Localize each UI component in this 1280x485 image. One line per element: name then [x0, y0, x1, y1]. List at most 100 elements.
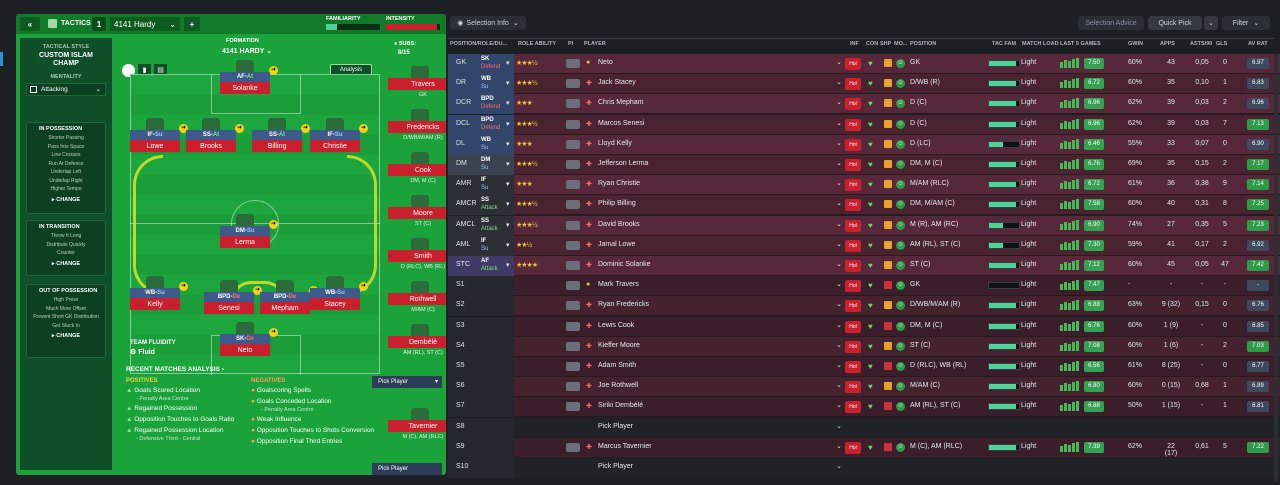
- table-header-cell[interactable]: INF: [850, 41, 859, 47]
- position-cell[interactable]: S8: [448, 417, 514, 438]
- role-duty[interactable]: BPD Defend: [476, 95, 514, 113]
- position-cell[interactable]: S7: [448, 397, 514, 418]
- sub-player[interactable]: Moore: [388, 207, 446, 219]
- role-duty[interactable]: IF Su: [476, 176, 514, 194]
- player-card[interactable]: AF - At Solanke ➜: [220, 60, 278, 102]
- role-duty[interactable]: SS Attack: [476, 217, 514, 235]
- table-row[interactable]: S2 ✚ Ryan Fredericks ⌄ Hol ♥ ☺ D/WB/M/AM (R) Lig…: [448, 296, 1280, 317]
- table-row[interactable]: DM DM Su ▾ ★★★½ ✚ Jefferson Lerma ⌄ Hol ♥ ☺ DM, M (…: [448, 155, 1280, 175]
- chevron-down-icon[interactable]: ⌄: [836, 362, 842, 369]
- table-row[interactable]: DR WB Su ▾ ★★★½ ✚ Jack Stacey ⌄ Hol ♥ ☺ D/WB (R) Lig…: [448, 74, 1280, 95]
- tactical-style-value[interactable]: CUSTOM ISLAM CHAMP: [39, 52, 93, 67]
- player-card[interactable]: SK - De Neto ➜: [220, 322, 278, 364]
- table-row[interactable]: S3 ✚ Lewis Cook ⌄ Hol ♥ ☺ DM, M (C) Light 6.76 60%…: [448, 316, 1280, 337]
- player-name[interactable]: Pick Player: [598, 422, 634, 430]
- table-header-cell[interactable]: LAST 5 GAMES: [1060, 41, 1101, 47]
- table-row[interactable]: GK SK Defend ▾ ★★★½ ● Neto ⌄ Hol ♥ ☺ GK Light 7.50 60%…: [448, 54, 1280, 74]
- position-cell[interactable]: AMR IF Su ▾: [448, 175, 514, 196]
- player-arrow-icon[interactable]: ➜: [269, 328, 278, 337]
- player-name[interactable]: Kieffer Moore: [598, 341, 640, 349]
- table-header-cell[interactable]: POSITION/ROLE/DU...: [450, 41, 508, 47]
- player-card[interactable]: WB - Su Stacey ➜: [310, 276, 368, 318]
- instructions-icon[interactable]: [566, 301, 580, 311]
- table-header-cell[interactable]: ASTS/90: [1190, 41, 1213, 47]
- player-view-icon[interactable]: [122, 64, 135, 77]
- position-cell[interactable]: AMCL SS Attack ▾: [448, 215, 514, 236]
- player-name[interactable]: Ryan Christie: [598, 180, 641, 188]
- position-cell[interactable]: STC AF Attack ▾: [448, 256, 514, 276]
- player-name[interactable]: David Brooks: [598, 220, 640, 228]
- position-cell[interactable]: DCR BPD Defend ▾: [448, 94, 514, 115]
- instructions-view-icon[interactable]: ▤: [154, 64, 167, 77]
- position-cell[interactable]: DCL BPD Defend ▾: [448, 114, 514, 135]
- formation-value[interactable]: 4141 HARDY ⌄: [222, 47, 272, 55]
- player-name[interactable]: Siriki Dembélé: [598, 402, 644, 410]
- in-possession-change-button[interactable]: ▸ CHANGE: [51, 196, 81, 203]
- player-card[interactable]: SS - At Billing ➜: [252, 118, 310, 160]
- chevron-down-icon[interactable]: ⌄: [836, 139, 842, 147]
- position-cell[interactable]: S2: [448, 296, 514, 317]
- table-row[interactable]: S5 ✚ Adam Smith ⌄ Hol ♥ ☺ D (RLC), WB (RL) Light…: [448, 357, 1280, 377]
- selection-info-button[interactable]: ◉ Selection Info ⌄: [450, 16, 526, 30]
- player-card[interactable]: DM - Su Lerma ➜: [220, 214, 278, 256]
- player-arrow-icon[interactable]: ➜: [269, 66, 278, 75]
- sub-player[interactable]: Rothwell: [388, 293, 446, 305]
- table-row[interactable]: S8 Pick Player ⌄: [448, 417, 1280, 438]
- position-cell[interactable]: DM DM Su ▾: [448, 155, 514, 175]
- chevron-down-icon[interactable]: ⌄: [836, 281, 842, 289]
- pick-player-select-bottom[interactable]: Pick Player: [372, 463, 442, 475]
- instructions-icon[interactable]: [566, 119, 580, 129]
- chevron-down-icon[interactable]: ⌄: [836, 59, 842, 66]
- player-name[interactable]: Marcos Senesi: [598, 119, 645, 127]
- table-header-cell[interactable]: PI: [568, 41, 574, 47]
- table-row[interactable]: S9 ✚ Marcus Tavernier ⌄ Hol ♥ ☺ M (C), AM (RLC)…: [448, 437, 1280, 458]
- chevron-down-icon[interactable]: ⌄: [836, 301, 842, 309]
- in-transition-change-button[interactable]: ▸ CHANGE: [51, 260, 81, 267]
- tactic-slot-1[interactable]: 1: [92, 17, 106, 31]
- table-header-cell[interactable]: POSITION: [910, 41, 937, 47]
- role-duty[interactable]: DM Su: [476, 156, 514, 174]
- instructions-icon[interactable]: [566, 362, 580, 371]
- table-row[interactable]: S1 ● Mark Travers ⌄ Hol ♥ ☺ GK Light 7.47 - - - - -: [448, 276, 1280, 297]
- add-tactic-button[interactable]: +: [184, 17, 200, 31]
- table-header-cell[interactable]: PLAYER: [584, 41, 606, 47]
- table-row[interactable]: S6 ✚ Joe Rothwell ⌄ Hol ♥ ☺ M/AM (C) Light 6.80 60…: [448, 377, 1280, 398]
- instructions-icon[interactable]: [566, 281, 580, 291]
- player-name[interactable]: Chris Mepham: [598, 99, 644, 107]
- chevron-down-icon[interactable]: ⌄: [836, 261, 842, 268]
- position-cell[interactable]: S5: [448, 357, 514, 377]
- position-cell[interactable]: AMCR SS Attack ▾: [448, 195, 514, 216]
- position-cell[interactable]: DL WB Su ▾: [448, 134, 514, 155]
- table-row[interactable]: S4 ✚ Kieffer Moore ⌄ Hol ♥ ☺ ST (C) Light 7.08 60%…: [448, 336, 1280, 357]
- pick-player-select[interactable]: Pick Player ▾: [372, 376, 442, 388]
- table-header-cell[interactable]: ROLE ABILITY: [518, 41, 556, 47]
- collapse-button[interactable]: «: [20, 17, 40, 31]
- recent-matches-link[interactable]: RECENT MATCHES ANALYSIS ›: [126, 366, 224, 373]
- player-name[interactable]: Jefferson Lerma: [598, 160, 649, 167]
- player-name[interactable]: Philip Billing: [598, 200, 636, 208]
- player-card[interactable]: WB - Su Kelly ➜: [130, 276, 188, 318]
- player-name[interactable]: Ryan Fredericks: [598, 301, 649, 309]
- role-duty[interactable]: WB Su: [476, 75, 514, 93]
- chevron-down-icon[interactable]: ⌄: [836, 119, 842, 127]
- chevron-down-icon[interactable]: ⌄: [836, 99, 842, 107]
- mentality-select[interactable]: Attacking ⌄: [26, 83, 106, 96]
- player-name[interactable]: Lewis Cook: [598, 321, 635, 329]
- formation-select[interactable]: 4141 Hardy ⌄: [110, 17, 180, 31]
- selection-advice-button[interactable]: Selection Advice: [1078, 16, 1144, 30]
- position-cell[interactable]: S1: [448, 276, 514, 297]
- table-row[interactable]: DL WB Su ▾ ★★★ ✚ Lloyd Kelly ⌄ Hol ♥ ☺ D (LC) Light 6…: [448, 134, 1280, 155]
- instructions-icon[interactable]: [566, 139, 580, 149]
- table-header-cell[interactable]: GWIN: [1128, 41, 1143, 47]
- quick-pick-dropdown[interactable]: ⌄: [1204, 16, 1218, 30]
- role-duty[interactable]: WB Su: [476, 136, 514, 154]
- table-header-cell[interactable]: SHP: [880, 41, 892, 47]
- chevron-down-icon[interactable]: ⌄: [836, 321, 842, 329]
- role-duty[interactable]: AF Attack: [476, 257, 514, 275]
- instructions-icon[interactable]: [566, 402, 580, 412]
- instructions-icon[interactable]: [566, 160, 580, 169]
- player-name[interactable]: Dominic Solanke: [598, 261, 651, 268]
- chevron-down-icon[interactable]: ⌄: [836, 240, 842, 248]
- chevron-down-icon[interactable]: ⌄: [836, 200, 842, 208]
- chevron-down-icon[interactable]: ⌄: [836, 79, 842, 87]
